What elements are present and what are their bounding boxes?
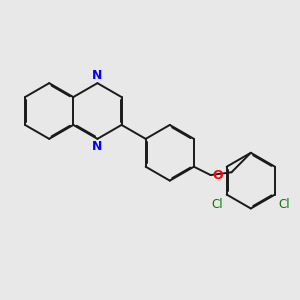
Text: N: N <box>92 69 103 82</box>
Text: N: N <box>92 140 103 153</box>
Text: Cl: Cl <box>212 198 224 211</box>
Text: O: O <box>212 169 223 182</box>
Text: Cl: Cl <box>278 198 290 211</box>
